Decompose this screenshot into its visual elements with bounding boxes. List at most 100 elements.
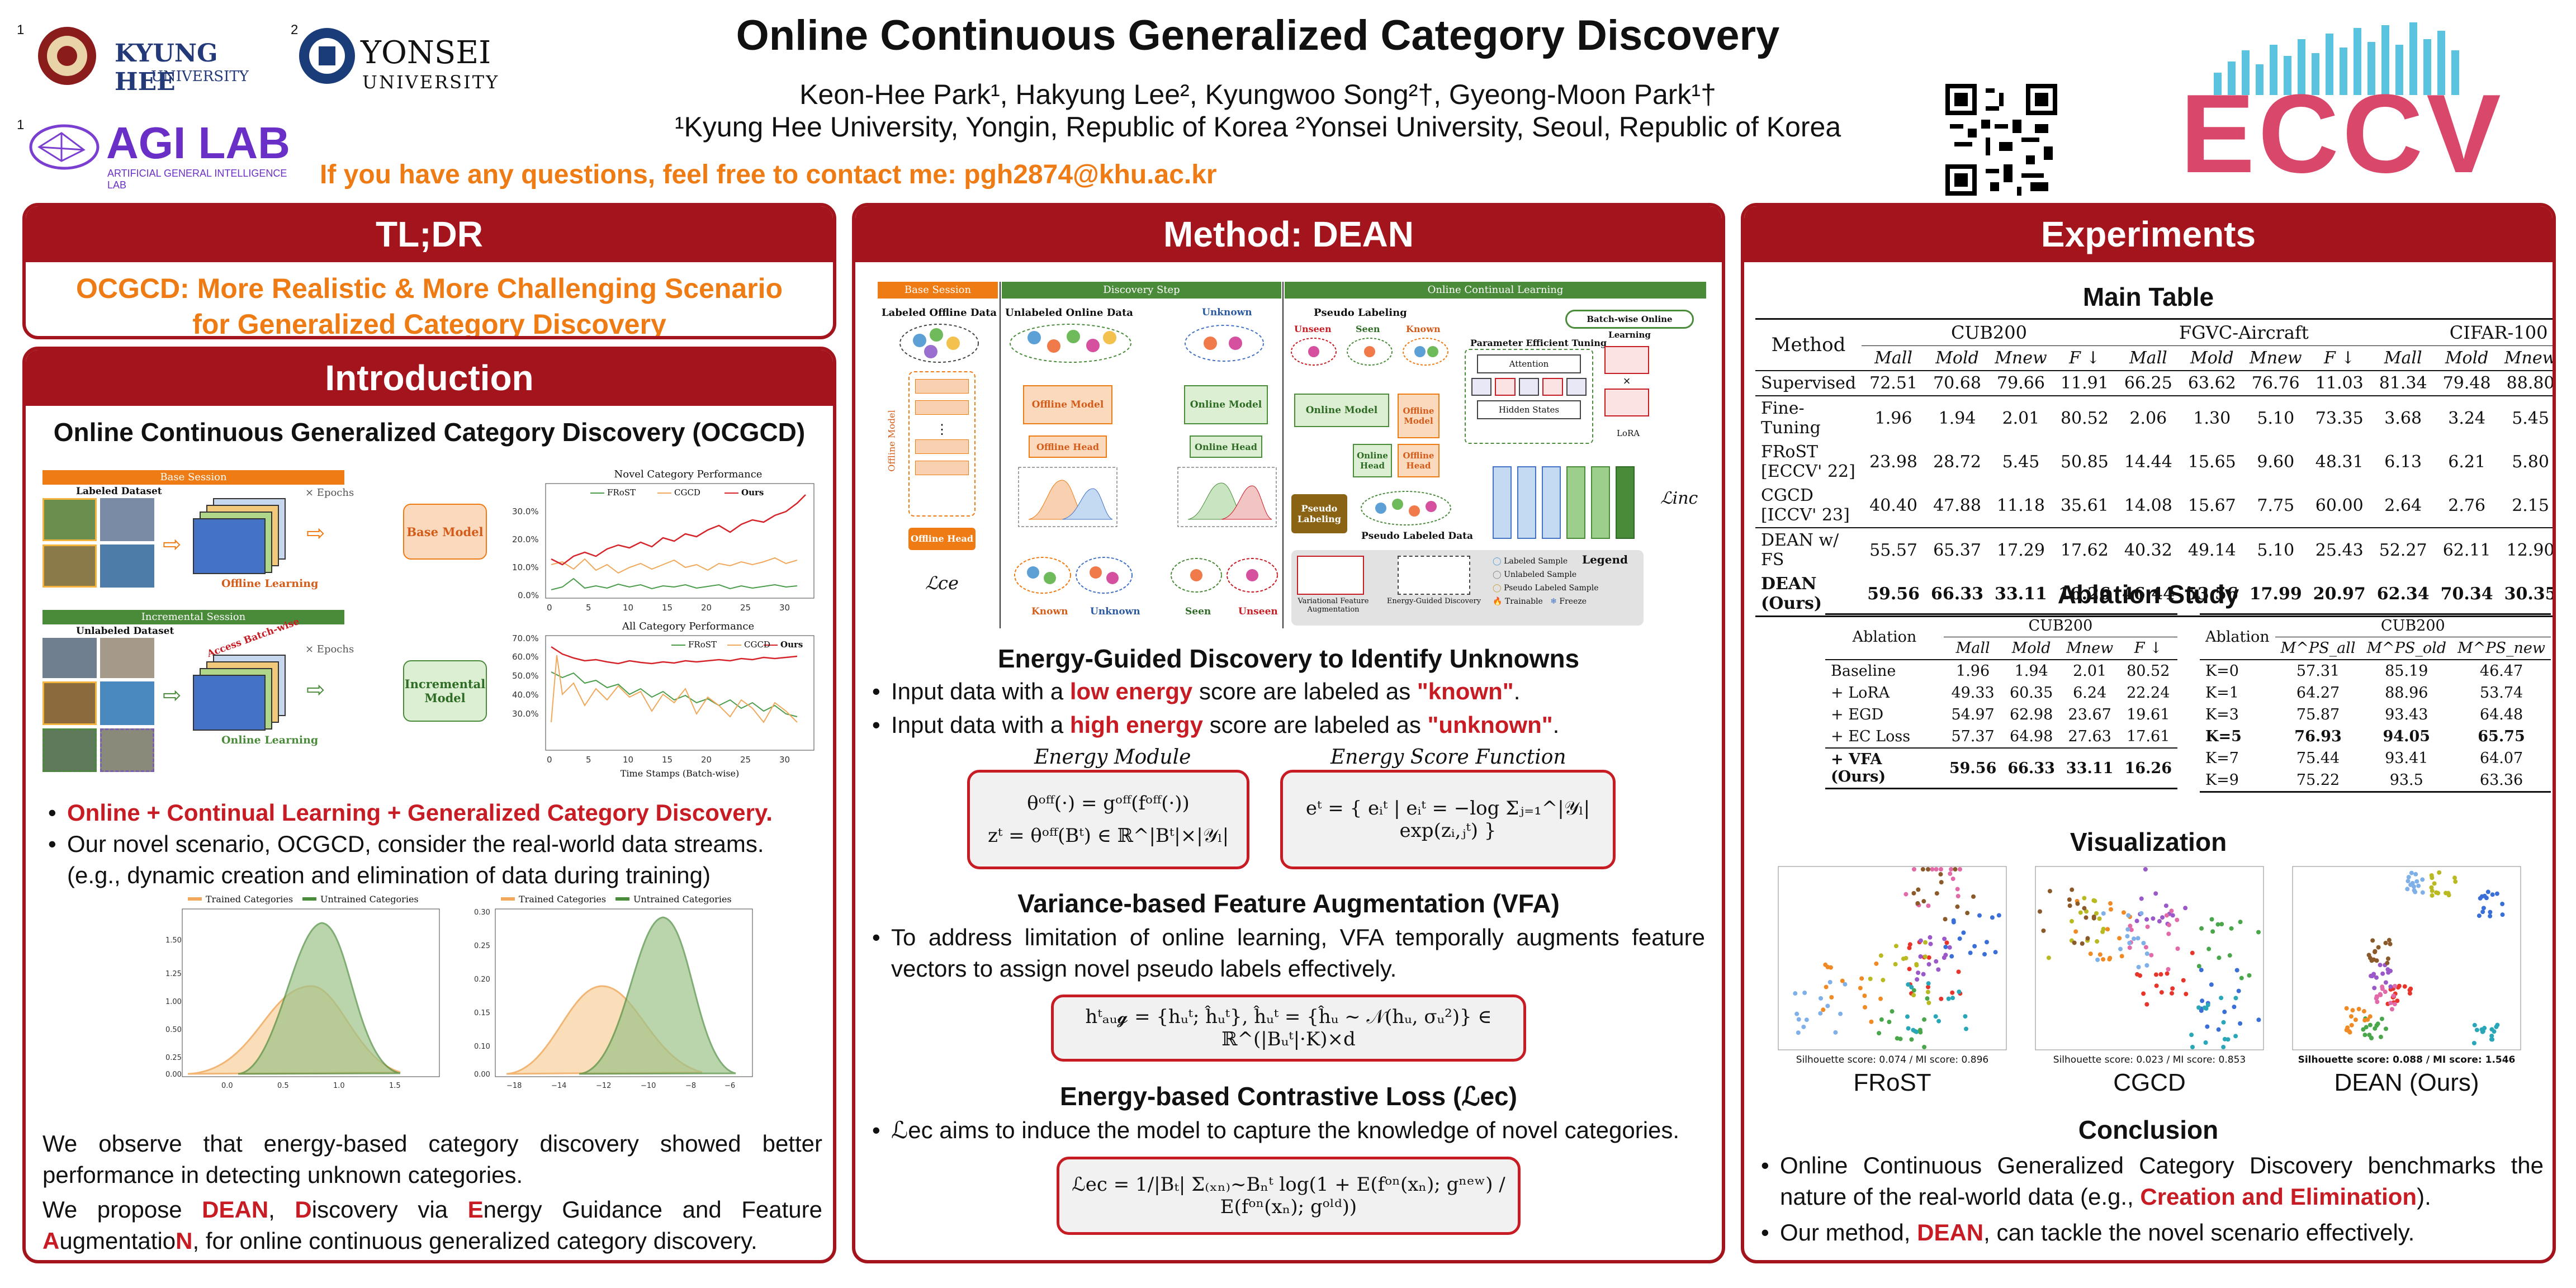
table-cell: 16.26 — [2058, 584, 2111, 604]
loss-eq: ℒec = 1/|Bₜ| Σ₍ₓₙ₎~Bₙᵗ log(1 + E(fᵒⁿ(xₙ)… — [1072, 1173, 1505, 1218]
scatter-point — [2196, 1005, 2201, 1010]
scatter-point — [1796, 1017, 1801, 1022]
scatter-point — [2372, 986, 2377, 991]
scatter-point — [2125, 934, 2130, 939]
scatter-point — [2413, 889, 2418, 894]
svg-text:20: 20 — [701, 603, 712, 613]
table-cell: 53.56 — [2185, 584, 2238, 604]
tsne-plot — [2035, 866, 2264, 1050]
main-table-dataset-0: CUB200 — [1862, 319, 2116, 346]
scatter-point — [2238, 920, 2243, 925]
scatter-point — [1950, 990, 1955, 995]
distribution-plot-left: 1.50 1.25 1.00 0.50 0.25 0.00 0.0 0.5 1.0 1.5 — [165, 897, 440, 1090]
svg-text:0: 0 — [547, 755, 552, 765]
scatter-point — [1907, 967, 1912, 972]
fig-legend-box: Variational Feature Augmentation Energy-… — [1291, 550, 1644, 626]
scatter-point — [2166, 922, 2171, 927]
scatter-point — [2216, 1027, 2221, 1032]
scatter-point — [1925, 996, 1930, 1001]
scatter-point — [2205, 1024, 2210, 1029]
method-title: Method: DEAN — [855, 206, 1722, 262]
scatter-point — [2411, 884, 2416, 889]
intro-bullet-2: Our novel scenario, OCGCD, consider the … — [42, 828, 825, 891]
table-cell: 17.29 — [1997, 540, 2045, 560]
fig-pseudo-labeled-data-label: Pseudo Labeled Data — [1361, 531, 1474, 542]
table-cell: 59.56 — [1949, 759, 1997, 777]
scatter-point — [2379, 1016, 2384, 1021]
table-cell: 60.35 — [2009, 684, 2053, 702]
main-table-wrapper: Method CUB200 FGVC-Aircraft CIFAR-100 Ma… — [1755, 318, 2553, 617]
method-panel: Method: DEAN Base Session Discovery Step… — [852, 203, 1725, 1263]
scatter-point — [1933, 1014, 1938, 1019]
table-cell: 75.22 — [2296, 771, 2340, 789]
svg-text:25: 25 — [740, 603, 751, 613]
scatter-point — [2190, 950, 2195, 955]
svg-text:1.25: 1.25 — [165, 970, 182, 978]
main-table-dataset-1: FGVC-Aircraft — [2116, 319, 2371, 346]
scatter-point — [1915, 901, 1920, 906]
scatter-point — [1918, 954, 1923, 959]
scatter-point — [1881, 978, 1886, 983]
scatter-point — [2181, 978, 2186, 983]
scatter-point — [1943, 917, 1948, 922]
scatter-point — [2126, 913, 2131, 918]
tldr-panel: TL;DR OCGCD: More Realistic & More Chall… — [22, 203, 836, 339]
qr-code-icon[interactable] — [1945, 84, 2057, 196]
table-cell: 33.11 — [2066, 759, 2114, 777]
svg-text:20: 20 — [701, 755, 712, 765]
labeled-dataset-label: Labeled Dataset — [76, 486, 162, 497]
scatter-point — [1895, 1036, 1900, 1041]
scatter-point — [2199, 968, 2204, 973]
svg-text:0.0%: 0.0% — [518, 590, 539, 600]
svg-text:15: 15 — [662, 755, 673, 765]
table-cell: 70.34 — [2440, 584, 2493, 604]
scatter-point — [1943, 944, 1948, 949]
main-table-subheader: Mold — [1935, 348, 1979, 368]
tldr-line2: for Generalized Category Discovery — [192, 309, 666, 339]
scatter-point — [1878, 953, 1883, 958]
scatter-point — [2344, 1027, 2349, 1033]
table-cell: 1.96 — [1956, 662, 1990, 680]
energy-fn-eq: eᵗ = { eᵢᵗ | eᵢᵗ = −log Σⱼ₌₁^|𝒴ₗ| exp(zᵢ… — [1305, 797, 1590, 842]
svg-text:0.25: 0.25 — [165, 1054, 182, 1062]
scatter-point — [2108, 901, 2113, 906]
scatter-point — [2070, 887, 2075, 892]
table-row: DEAN (Ours) 59.56 66.33 33.11 16.26 46.44 53.5… — [1755, 572, 2553, 617]
table-cell: 7.75 — [2257, 495, 2295, 515]
scatter-point — [1928, 941, 1933, 946]
scatter-point — [2480, 910, 2485, 915]
scatter-point — [2380, 986, 2385, 991]
scatter-point — [2067, 897, 2072, 902]
scatter-point — [2127, 945, 2132, 950]
scatter-point — [1922, 1017, 1927, 1022]
table-cell: 19.61 — [2127, 706, 2170, 723]
table-cell: 33.11 — [1994, 584, 2047, 604]
scatter-point — [2190, 1045, 2195, 1049]
scatter-point — [2367, 1033, 2372, 1038]
scatter-point — [2095, 957, 2100, 962]
table-row: + EC Loss 57.37 64.98 27.63 17.61 — [1825, 726, 2177, 748]
main-table-subheader: Mnew — [1995, 348, 2047, 368]
scatter-point — [2344, 1006, 2349, 1011]
energy-distribution-figures: 1.50 1.25 1.00 0.50 0.25 0.00 0.0 0.5 1.0 1.5 Tr… — [154, 892, 769, 1105]
svg-text:10: 10 — [623, 755, 633, 765]
scatter-point — [2046, 955, 2051, 960]
scatter-point — [1916, 887, 1921, 892]
scatter-point — [2488, 913, 2493, 918]
main-table-title: Main Table — [2082, 282, 2214, 311]
scatter-point — [1993, 950, 1998, 955]
main-table-subheader: Mnew — [2504, 348, 2556, 368]
table-cell: 60.00 — [2315, 495, 2364, 515]
visualization-row: Silhouette score: 0.074 / MI score: 0.89… — [1778, 866, 2521, 1096]
table-cell-method: CGCD [ICCV' 23] — [1761, 486, 1850, 525]
scatter-point — [1956, 969, 1961, 974]
scatter-point — [2229, 926, 2234, 931]
energy-module-eq2: zᵗ = θᵒᶠᶠ(Bᵗ) ∈ ℝ^|Bᵗ|×|𝒴ₗ| — [987, 825, 1229, 847]
scatter-point — [2371, 957, 2376, 962]
scatter-point — [2083, 915, 2089, 920]
svg-text:0.50: 0.50 — [165, 1026, 182, 1034]
contact-line: If you have any questions, feel free to … — [320, 160, 1217, 190]
table-cell: 46.44 — [2122, 584, 2175, 604]
table-cell: 1.30 — [2193, 408, 2231, 428]
yonsei-logo: 2 YONSEI UNIVERSITY — [291, 17, 498, 95]
